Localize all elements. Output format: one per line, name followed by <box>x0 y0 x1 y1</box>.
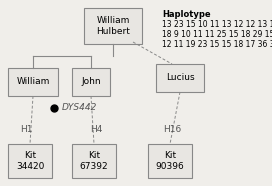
FancyBboxPatch shape <box>8 144 52 178</box>
Text: H1: H1 <box>20 126 32 134</box>
Text: 12 11 19 23 15 15 18 17 36 39 12 12: 12 11 19 23 15 15 18 17 36 39 12 12 <box>162 40 272 49</box>
Text: 13 23 15 10 11 13 12 12 13 13 13 29: 13 23 15 10 11 13 12 12 13 13 13 29 <box>162 20 272 29</box>
Text: H16: H16 <box>163 126 181 134</box>
FancyBboxPatch shape <box>72 68 110 96</box>
Text: 18 9 10 11 11 25 15 18 29 15 15 17 18: 18 9 10 11 11 25 15 18 29 15 15 17 18 <box>162 30 272 39</box>
FancyBboxPatch shape <box>148 144 192 178</box>
FancyBboxPatch shape <box>156 64 204 92</box>
Text: Kit
67392: Kit 67392 <box>80 151 108 171</box>
FancyBboxPatch shape <box>72 144 116 178</box>
FancyBboxPatch shape <box>84 8 142 44</box>
Text: Lucius: Lucius <box>166 73 194 83</box>
Text: H4: H4 <box>90 126 102 134</box>
Text: Kit
34420: Kit 34420 <box>16 151 44 171</box>
Text: Haplotype: Haplotype <box>162 10 211 19</box>
Text: John: John <box>81 78 101 86</box>
Text: Kit
90396: Kit 90396 <box>156 151 184 171</box>
Text: William
Hulbert: William Hulbert <box>96 16 130 36</box>
FancyBboxPatch shape <box>8 68 58 96</box>
Text: DYS442: DYS442 <box>62 103 97 113</box>
Text: William: William <box>16 78 50 86</box>
